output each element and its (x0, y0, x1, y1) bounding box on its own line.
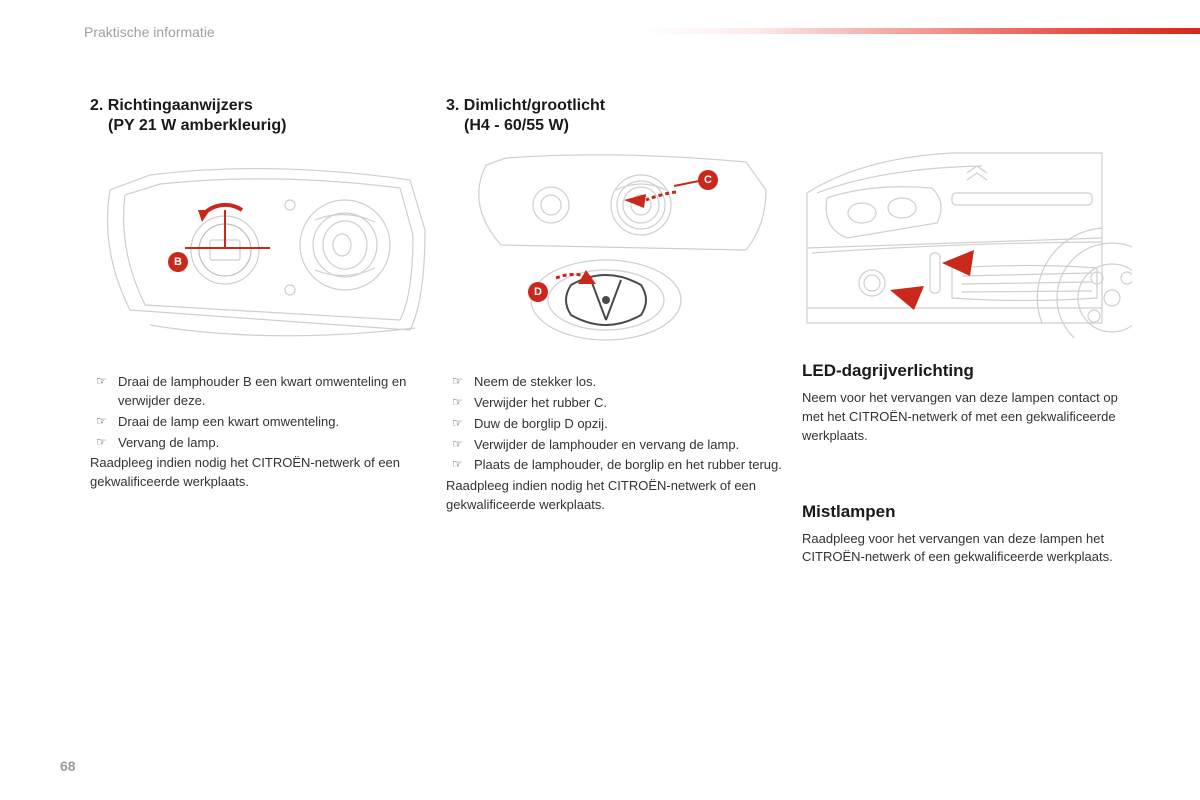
step-item: Plaats de lamphouder, de borglip en het … (446, 456, 786, 475)
section-title-1: 2. Richtingaanwijzers (PY 21 W amberkleu… (90, 96, 430, 136)
step-item: Draai de lamphouder B een kwart omwentel… (90, 373, 430, 411)
spacer (802, 96, 1132, 138)
fog-title: Mistlampen (802, 502, 1132, 522)
title-line: 3. Dimlicht/grootlicht (446, 97, 605, 114)
page-category: Praktische informatie (84, 24, 215, 40)
header-accent-bar (640, 28, 1200, 34)
diagram-turn-signal: B (90, 150, 430, 350)
badge-d: D (534, 286, 542, 298)
steps-list-2: Neem de stekker los. Verwijder het rubbe… (446, 373, 786, 475)
fog-text: Raadpleeg voor het vervangen van deze la… (802, 530, 1132, 568)
section-turn-signals: 2. Richtingaanwijzers (PY 21 W amberkleu… (90, 96, 430, 567)
title-line: 2. Richtingaanwijzers (90, 97, 253, 114)
step-item: Neem de stekker los. (446, 373, 786, 392)
step-item: Draai de lamp een kwart omwenteling. (90, 413, 430, 432)
diagram-dip-main: C D (446, 150, 786, 350)
step-item: Vervang de lamp. (90, 434, 430, 453)
badge-b: B (174, 256, 182, 268)
page-number: 68 (60, 758, 76, 774)
note-2: Raadpleeg indien nodig het CITROËN-netwe… (446, 477, 786, 515)
title-spec: (PY 21 W amberkleurig) (90, 116, 430, 136)
step-item: Verwijder de lamphouder en vervang de la… (446, 436, 786, 455)
led-title: LED-dagrijverlichting (802, 361, 1132, 381)
step-item: Duw de borglip D opzij. (446, 415, 786, 434)
title-spec: (H4 - 60/55 W) (446, 116, 786, 136)
section-led-fog: LED-dagrijverlichting Neem voor het verv… (802, 96, 1132, 567)
section-dipped-main-beam: 3. Dimlicht/grootlicht (H4 - 60/55 W) C (446, 96, 786, 567)
badge-c: C (704, 174, 712, 186)
section-title-2: 3. Dimlicht/grootlicht (H4 - 60/55 W) (446, 96, 786, 136)
note-1: Raadpleeg indien nodig het CITROËN-netwe… (90, 454, 430, 492)
page-content: 2. Richtingaanwijzers (PY 21 W amberkleu… (90, 96, 1150, 567)
led-text: Neem voor het vervangen van deze lampen … (802, 389, 1132, 446)
step-item: Verwijder het rubber C. (446, 394, 786, 413)
diagram-front-bumper (802, 138, 1132, 338)
spacer (802, 446, 1132, 494)
steps-list-1: Draai de lamphouder B een kwart omwentel… (90, 373, 430, 452)
